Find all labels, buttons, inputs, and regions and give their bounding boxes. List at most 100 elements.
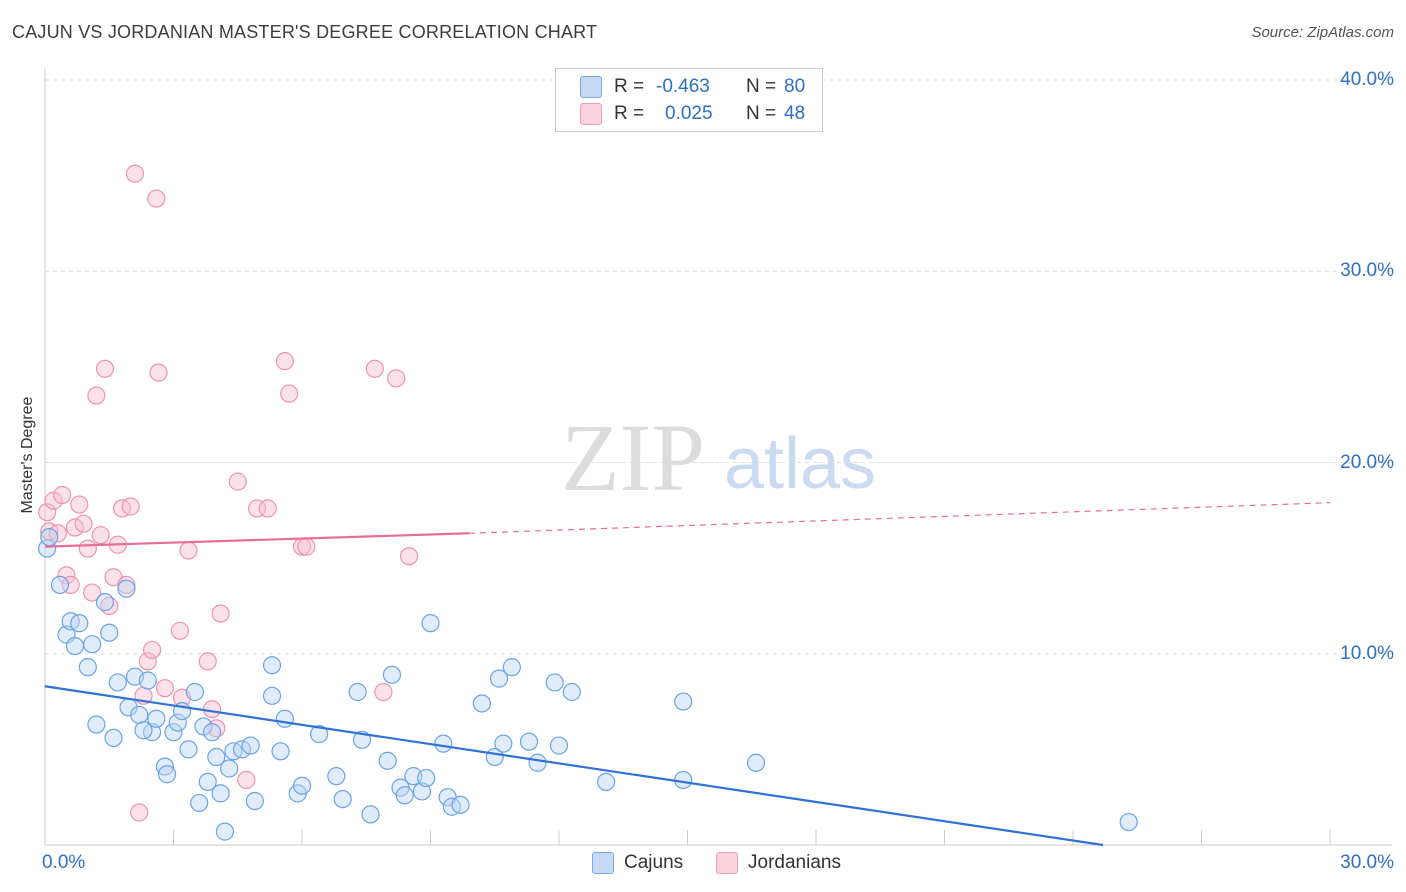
jordanians-point [125,164,145,183]
source-label: Source: ZipAtlas.com [1251,24,1394,41]
cajuns-points [38,527,1138,841]
jordanians-point [374,682,393,702]
legend-n-value: 80 [784,76,806,97]
cajuns-point [157,765,177,784]
jordanians-point [65,518,85,537]
jordanians-point [258,499,277,518]
jordanians-swatch [580,103,602,125]
jordanians-point [280,384,299,403]
cajuns-trend-line [44,685,1104,847]
jordanians-point [387,369,406,388]
bottom-legend-jordanians: Jordanians [716,852,841,874]
cajuns-point [232,740,252,759]
cajuns-legend-swatch [592,852,614,874]
jordanians-points [38,164,419,822]
cajuns-point [50,575,70,595]
jordanians-legend-swatch [716,852,738,874]
jordanians-point [117,575,136,595]
cajuns-point [348,682,367,702]
cajuns-point [333,789,352,809]
cajuns-point [164,723,183,742]
jordanians-point [83,583,102,602]
cajuns-point [147,709,166,728]
cajuns-point [100,623,119,642]
cajuns-point [292,776,312,795]
cajuns-point [185,682,205,702]
cajuns-point [95,593,115,612]
jordanians-point [198,652,217,671]
jordanians-point [53,485,72,505]
watermark-atlas: atlas [724,424,876,504]
stats-legend: R = -0.463 N = 80 R = 0.025 N = 48 [555,68,823,132]
cajuns-point [168,713,187,732]
legend-n-value: 48 [784,103,806,124]
cajuns-point [310,724,329,744]
jordanians-point [138,652,157,671]
cajuns-point [241,736,260,755]
cajuns-point [746,753,766,772]
cajuns-point [417,768,436,788]
jordanians-point [179,541,198,560]
cajuns-point [378,751,397,770]
cajuns-point [434,734,453,753]
cajuns-point [412,782,432,801]
jordanians-point [121,497,140,516]
cajuns-point [83,635,102,654]
cajuns-point [528,753,547,772]
cajuns-point [190,793,209,813]
legend-r-value: -0.463 [656,76,710,97]
legend-r-label: R = [614,103,645,124]
jordanians-point [70,495,89,514]
cajuns-point [472,694,491,713]
jordanians-point [365,359,384,378]
jordanians-point [211,604,230,623]
jordanians-point [48,524,67,543]
cajuns-point [78,658,97,677]
jordanians-point [297,537,316,556]
axes [44,68,1392,846]
jordanians-point [247,499,267,518]
cajuns-point [262,686,282,705]
chart-title: CAJUN VS JORDANIAN MASTER'S DEGREE CORRE… [12,22,598,42]
cajuns-point [70,614,89,633]
y-tick-label: 10.0% [1340,642,1394,664]
cajuns-point [271,742,290,761]
cajuns-point [108,673,127,692]
cajuns-point [220,759,239,778]
cajuns-point [130,705,149,725]
cajuns-legend-label: Cajuns [624,852,684,873]
cajuns-point [207,747,226,767]
cajuns-point [382,665,402,684]
cajuns-point [117,579,136,598]
jordanians-point [202,700,222,719]
cajuns-point [597,772,616,791]
cajuns-point [40,527,59,547]
cajuns-point [202,723,222,742]
cajuns-point [502,658,521,677]
jordanians-trend-line [44,532,470,548]
cajuns-point [138,671,157,690]
cajuns-point [1119,812,1138,832]
jordanians-point [155,679,175,698]
jordanians-point [237,770,256,790]
cajuns-point [179,740,198,759]
cajuns-point [134,721,153,740]
cajuns-point [395,786,414,805]
cajuns-point [245,791,264,811]
cajuns-point [361,805,380,824]
cajuns-point [674,692,693,711]
cajuns-swatch [580,76,602,98]
cajuns-point [198,772,217,791]
jordanians-point [170,621,190,640]
jordanians-point [275,352,294,371]
cajuns-point [545,673,564,692]
bottom-legend-cajuns: Cajuns [592,852,683,874]
jordanians-legend-label: Jordanians [748,852,841,873]
jordanians-point [91,526,110,545]
x-tick-label-max: 30.0% [1340,852,1394,873]
jordanians-point [399,547,419,566]
cajuns-point [494,734,513,753]
cajuns-point [65,636,85,656]
jordanians-point [87,386,106,405]
